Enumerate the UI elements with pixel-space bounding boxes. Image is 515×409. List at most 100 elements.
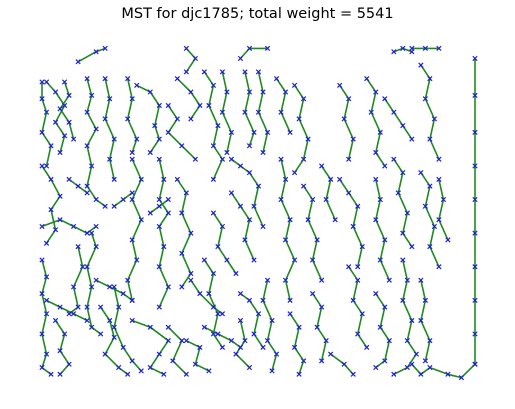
node-marker-67 (84, 304, 90, 310)
node-marker-11 (57, 149, 63, 156)
node-marker-104 (111, 284, 117, 290)
node-marker-286 (373, 176, 379, 183)
node-marker-31 (43, 311, 50, 317)
node-marker-338 (436, 45, 442, 51)
node-marker-80 (107, 317, 113, 324)
node-marker-226 (291, 82, 298, 88)
node-marker-260 (337, 82, 343, 88)
node-marker-139 (179, 210, 185, 216)
node-marker-194 (237, 55, 244, 62)
node-marker-90 (134, 82, 140, 88)
mst-edge-path-32 (204, 326, 241, 349)
node-marker-276 (364, 344, 370, 351)
mst-edge-path-44 (289, 313, 305, 375)
mst-edge-path-47 (320, 165, 336, 221)
node-marker-277 (328, 351, 334, 357)
node-marker-154 (192, 361, 198, 367)
node-marker-284 (373, 149, 379, 156)
node-marker-234 (278, 196, 284, 203)
node-marker-164 (224, 89, 230, 95)
node-marker-100 (129, 237, 135, 243)
node-marker-238 (282, 277, 289, 283)
node-marker-76 (107, 284, 113, 290)
node-marker-147 (219, 311, 226, 317)
node-marker-306 (400, 230, 406, 236)
node-marker-86 (129, 96, 135, 102)
node-marker-21 (52, 227, 59, 233)
node-marker-302 (391, 156, 397, 162)
node-marker-57 (102, 75, 108, 82)
node-marker-102 (125, 277, 131, 283)
node-marker-236 (282, 237, 289, 243)
node-marker-141 (179, 250, 185, 256)
node-marker-309 (404, 277, 410, 283)
node-marker-63 (89, 230, 95, 236)
node-marker-227 (300, 96, 307, 102)
node-marker-356 (472, 129, 478, 135)
node-marker-295 (386, 338, 392, 344)
mst-edges (41, 47, 476, 379)
node-marker-60 (111, 136, 117, 142)
node-marker-140 (188, 230, 194, 236)
node-marker-193 (251, 257, 257, 263)
mst-edge-path-46 (311, 293, 328, 361)
node-marker-327 (422, 203, 428, 209)
node-marker-61 (107, 156, 113, 162)
node-marker-43 (70, 311, 77, 317)
node-marker-265 (337, 176, 343, 183)
mst-edge-path-36 (244, 71, 255, 147)
node-marker-52 (84, 143, 90, 149)
node-marker-26 (84, 230, 90, 236)
node-marker-190 (237, 203, 244, 209)
node-marker-15 (66, 119, 72, 125)
node-marker-149 (179, 338, 185, 344)
node-marker-183 (228, 156, 235, 162)
node-marker-195 (246, 45, 253, 51)
node-marker-182 (237, 344, 244, 351)
node-marker-248 (314, 237, 320, 243)
mst-edge-path-37 (257, 71, 269, 153)
node-marker-172 (233, 270, 239, 277)
node-marker-115 (161, 243, 167, 250)
node-marker-38 (57, 348, 63, 354)
node-marker-121 (165, 338, 171, 344)
node-marker-75 (93, 277, 99, 283)
node-marker-2 (43, 109, 50, 115)
node-marker-253 (314, 324, 320, 330)
node-marker-34 (39, 364, 45, 371)
node-marker-203 (260, 89, 266, 95)
node-marker-310 (400, 297, 406, 303)
node-marker-77 (120, 291, 126, 297)
mst-edge-path-20 (131, 319, 170, 376)
node-marker-5 (43, 163, 50, 169)
node-marker-334 (427, 338, 433, 344)
node-marker-337 (422, 45, 428, 51)
node-marker-211 (260, 344, 266, 351)
mst-edge-path-57 (393, 259, 418, 376)
node-marker-358 (472, 55, 478, 62)
node-marker-44 (84, 317, 90, 324)
mst-edge-path-28 (203, 71, 224, 180)
node-marker-93 (152, 123, 158, 129)
mst-edge-path-12 (68, 246, 84, 315)
node-marker-347 (458, 375, 465, 381)
node-marker-213 (242, 338, 248, 344)
mst-edge-path-41 (275, 78, 291, 133)
node-marker-29 (43, 274, 50, 280)
node-marker-332 (422, 297, 428, 303)
node-marker-288 (373, 217, 379, 223)
node-marker-289 (382, 237, 388, 243)
node-marker-216 (264, 277, 271, 283)
node-marker-46 (93, 49, 99, 55)
node-marker-157 (210, 82, 217, 88)
node-marker-263 (350, 136, 356, 142)
node-marker-81 (111, 334, 117, 340)
node-marker-159 (215, 123, 221, 129)
node-marker-251 (309, 291, 316, 297)
node-marker-35 (48, 371, 54, 377)
node-marker-247 (305, 217, 311, 223)
node-marker-320 (427, 75, 433, 82)
mst-edge-path-5 (41, 259, 52, 375)
node-marker-137 (174, 176, 180, 183)
node-marker-92 (156, 102, 162, 109)
